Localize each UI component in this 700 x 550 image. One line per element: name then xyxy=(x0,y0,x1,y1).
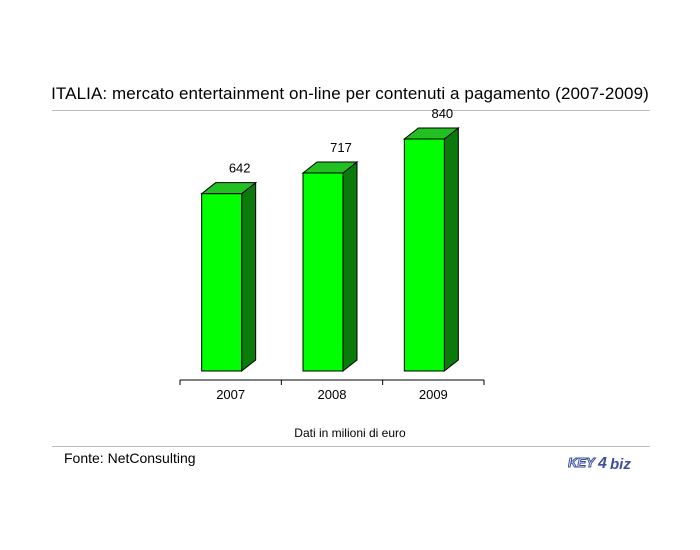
data-label: 840 xyxy=(431,106,453,121)
x-axis xyxy=(179,379,485,385)
bar xyxy=(200,181,258,373)
x-tick-label: 2007 xyxy=(216,387,245,402)
key4biz-logo: KEY 4 biz xyxy=(568,455,631,474)
data-label: 642 xyxy=(229,161,251,176)
bar xyxy=(301,160,359,373)
bar-side-face xyxy=(241,181,257,373)
bar-front-face xyxy=(201,193,243,372)
unit-note: Dati in milioni di euro xyxy=(294,426,406,440)
svg-text:biz: biz xyxy=(610,456,631,473)
bar xyxy=(402,126,460,373)
bars-group xyxy=(200,126,460,373)
x-tick-label: 2009 xyxy=(419,387,448,402)
labels-group: 642 2007 717 2008 840 2009 xyxy=(216,106,453,402)
data-label: 717 xyxy=(330,140,352,155)
footer-divider xyxy=(52,446,650,447)
svg-text:KEY: KEY xyxy=(568,455,596,470)
bar-front-face xyxy=(302,172,344,372)
source-note: Fonte: NetConsulting xyxy=(64,450,196,466)
title-divider xyxy=(52,110,650,111)
bar-side-face xyxy=(443,126,459,373)
chart-title: ITALIA: mercato entertainment on-line pe… xyxy=(51,84,649,103)
bar-front-face xyxy=(403,138,445,372)
bar-side-face xyxy=(342,160,358,373)
svg-text:4: 4 xyxy=(597,455,607,472)
x-tick-label: 2008 xyxy=(318,387,347,402)
